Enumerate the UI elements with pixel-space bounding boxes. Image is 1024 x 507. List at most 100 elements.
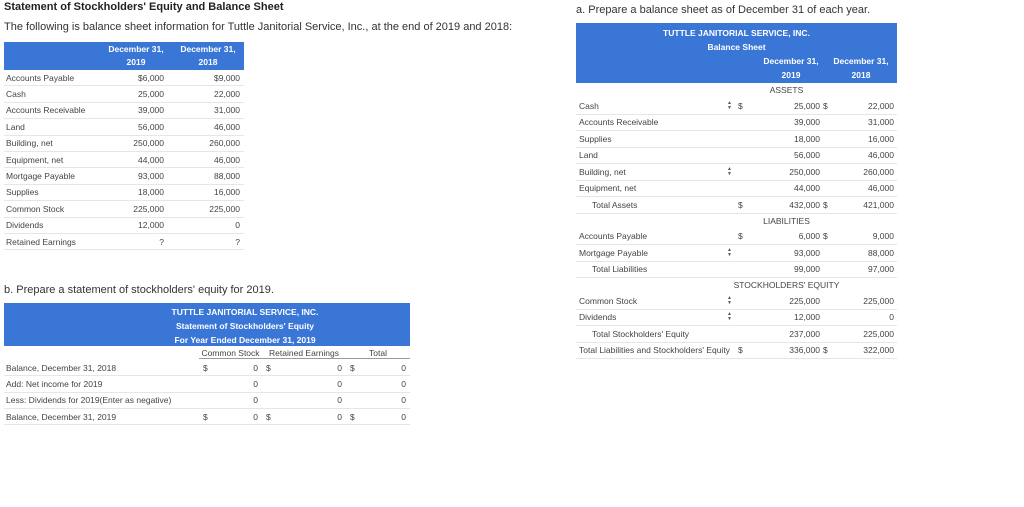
value-2019-input[interactable]: 225,000: [738, 296, 823, 306]
value-2019-input[interactable]: 250,000: [738, 167, 823, 177]
row-label: Cash: [6, 89, 26, 100]
updown-arrow-icon: ▲ ▼: [727, 165, 732, 177]
updown-arrow-icon: ▲ ▼: [727, 99, 732, 111]
value-2019: 93,000: [138, 171, 164, 182]
account-select[interactable]: Cash ▲ ▼: [576, 99, 738, 111]
common-stock-input[interactable]: $0: [199, 412, 262, 422]
retained-earnings-input[interactable]: $0: [262, 363, 346, 373]
table-row: Equipment, net 44,000 46,000: [576, 181, 897, 197]
retained-earnings-input[interactable]: $0: [262, 412, 346, 422]
value-2018-input[interactable]: 225,000: [863, 295, 894, 306]
given-rows: Accounts Payable $6,000 $9,000 Cash 25,000 22…: [4, 70, 244, 251]
parta-prompt: a. Prepare a balance sheet as of Decembe…: [576, 4, 871, 16]
value-2019: 93,000: [794, 247, 820, 258]
value-2018-input[interactable]: 322,000: [863, 345, 894, 356]
dollar-sign: [738, 248, 748, 258]
equity-heading: STOCKHOLDERS' EQUITY: [733, 280, 840, 290]
value-2019-input[interactable]: 12,000: [738, 312, 823, 322]
value-2019: 225,000: [789, 295, 820, 306]
row-label: Total Liabilities and Stockholders' Equi…: [576, 345, 738, 355]
value-2019-input[interactable]: 56,000: [738, 150, 823, 160]
value-2018-input[interactable]: 16,000: [868, 133, 894, 144]
value-2018-input[interactable]: 46,000: [868, 150, 894, 161]
row-label: Balance, December 31, 2018: [6, 362, 117, 373]
value-2018-input[interactable]: 97,000: [868, 264, 894, 275]
value-2019-input[interactable]: $432,000: [738, 200, 823, 210]
total-input[interactable]: $0: [346, 412, 410, 422]
table-row: Add: Net income for 2019 0 0 0: [4, 376, 410, 393]
total-input[interactable]: $0: [346, 363, 410, 373]
table-row: Total Liabilities 99,000 97,000: [576, 262, 897, 278]
common-stock-input[interactable]: $0: [199, 363, 262, 373]
equity-statement-header: TUTTLE JANITORIAL SERVICE, INC. Statemen…: [4, 303, 410, 346]
value-2019-input[interactable]: $25,000: [738, 101, 823, 111]
value-2019: 18,000: [794, 133, 820, 144]
given-table-header: December 31, 2019 December 31, 2018: [4, 42, 244, 70]
table-row: Common Stock ▲ ▼ 225,000 225,000: [576, 293, 897, 310]
row-label: Accounts Payable: [576, 231, 738, 241]
account-label: Accounts Payable: [579, 231, 648, 242]
value-2018-input[interactable]: 46,000: [868, 183, 894, 194]
account-select[interactable]: Dividends ▲ ▼: [576, 312, 738, 323]
value-2019-input[interactable]: 99,000: [738, 264, 823, 274]
value-2019-input[interactable]: 44,000: [738, 183, 823, 193]
value-2018: 46,000: [214, 121, 240, 132]
common-stock-input[interactable]: 0: [199, 379, 262, 389]
value-2018: 22,000: [214, 89, 240, 100]
col-total: Total: [346, 348, 410, 359]
value-2018-input[interactable]: 225,000: [863, 328, 894, 339]
value-2018-input[interactable]: 31,000: [868, 117, 894, 128]
value-2018-input[interactable]: 9,000: [872, 231, 894, 242]
account-select[interactable]: Building, net ▲ ▼: [576, 165, 738, 177]
value-2018: 88,000: [214, 171, 240, 182]
value-2018-input[interactable]: 421,000: [863, 199, 894, 210]
account-label: Equipment, net: [579, 183, 637, 194]
row-label: Total Stockholders' Equity: [576, 329, 738, 339]
value-2019: 12,000: [138, 220, 164, 231]
value-2018-input[interactable]: 22,000: [868, 100, 894, 111]
account-label: Total Stockholders' Equity: [592, 328, 690, 339]
bs-col-2019: December 31, 2019: [759, 54, 823, 82]
row-label: Balance, December 31, 2019: [6, 411, 117, 422]
account-label: Accounts Receivable: [579, 117, 659, 128]
retained-earnings-input[interactable]: 0: [262, 395, 346, 405]
col-2019-line1: December 31,: [108, 44, 164, 54]
value-2018-input[interactable]: 88,000: [868, 247, 894, 258]
assets-heading: ASSETS: [769, 85, 804, 95]
value-2019-input[interactable]: 18,000: [738, 134, 823, 144]
value-2018-input[interactable]: 0: [889, 312, 894, 323]
value-2019-input[interactable]: 237,000: [738, 329, 823, 339]
value-2019-input[interactable]: $6,000: [738, 231, 823, 241]
assets-rows: Cash ▲ ▼ $25,000 $22,000 Accounts Receivable 3…: [576, 98, 897, 214]
value-2018: 31,000: [214, 105, 240, 116]
equity-statement: TUTTLE JANITORIAL SERVICE, INC. Statemen…: [4, 303, 410, 426]
table-row: Building, net ▲ ▼ 250,000 260,000: [576, 164, 897, 181]
account-select[interactable]: Mortgage Payable ▲ ▼: [576, 247, 738, 258]
value-2019: 25,000: [794, 100, 820, 111]
bs-col-2018-line1: December 31,: [833, 56, 889, 66]
row-label: Accounts Receivable: [6, 105, 86, 116]
value-2019: 25,000: [138, 89, 164, 100]
value-2019: 44,000: [794, 183, 820, 194]
value-2019-input[interactable]: $336,000: [738, 345, 823, 355]
common-stock-input[interactable]: 0: [199, 395, 262, 405]
dollar-sign: $: [350, 362, 355, 373]
account-label: Total Assets: [592, 199, 638, 210]
retained-earnings-input[interactable]: 0: [262, 379, 346, 389]
dollar-sign: [738, 134, 748, 144]
value-2018-input[interactable]: 260,000: [863, 166, 894, 177]
table-row: Mortgage Payable 93,000 88,000: [4, 168, 244, 185]
partb-prompt: b. Prepare a statement of stockholders' …: [4, 284, 274, 296]
value-2019-input[interactable]: 93,000: [738, 248, 823, 258]
total-input[interactable]: 0: [346, 379, 410, 389]
dollar-sign: $: [203, 411, 208, 422]
value-2019: 99,000: [794, 264, 820, 275]
total-input[interactable]: 0: [346, 395, 410, 405]
dollar-sign: $: [738, 199, 743, 210]
dollar-sign: $: [738, 100, 743, 111]
value-2019-input[interactable]: 39,000: [738, 117, 823, 127]
value-2019: 250,000: [133, 138, 164, 149]
value-2019: $6,000: [138, 72, 164, 83]
equity-section-rows: Common Stock ▲ ▼ 225,000 225,000 Dividends ▲ ▼ 1…: [576, 293, 897, 359]
account-select[interactable]: Common Stock ▲ ▼: [576, 295, 738, 306]
